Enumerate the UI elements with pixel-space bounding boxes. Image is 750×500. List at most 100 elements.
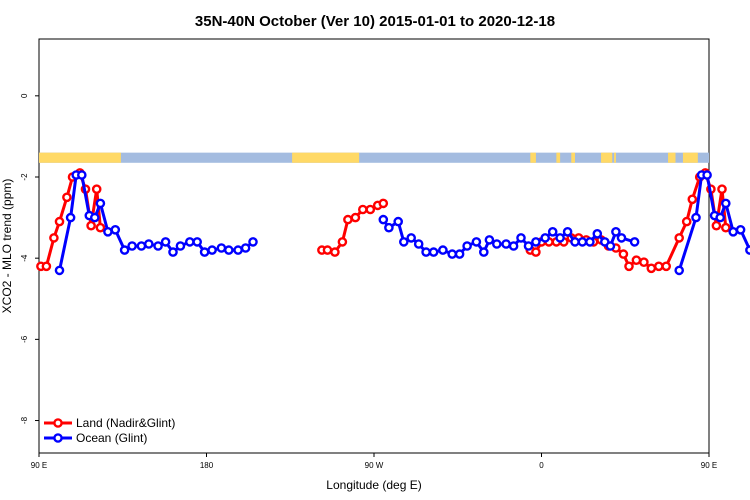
x-axis-label: Longitude (deg E) <box>326 478 421 492</box>
land-segment <box>556 152 561 163</box>
data-point <box>674 265 685 276</box>
data-point <box>192 237 202 247</box>
data-point <box>49 233 59 243</box>
data-point <box>95 198 106 209</box>
data-point <box>365 204 376 215</box>
data-point <box>393 216 404 227</box>
legend-item: Ocean (Glint) <box>44 431 147 445</box>
data-point <box>168 247 178 257</box>
legend-label: Land (Nadir&Glint) <box>76 416 175 430</box>
data-point <box>531 237 541 247</box>
data-point <box>616 233 627 243</box>
data-point <box>110 224 121 235</box>
data-point <box>629 237 640 247</box>
data-point <box>438 245 448 255</box>
series-ocean-glint- <box>54 170 750 276</box>
data-point <box>223 245 234 255</box>
data-point <box>384 222 394 233</box>
data-point <box>95 222 106 233</box>
data-point <box>702 170 712 180</box>
data-point <box>240 243 251 253</box>
data-point <box>501 239 511 249</box>
data-point <box>562 226 573 237</box>
data-point <box>728 226 739 237</box>
data-point <box>605 241 616 251</box>
data-point <box>65 212 76 223</box>
data-point <box>516 233 526 243</box>
data-point <box>691 212 701 223</box>
data-point <box>153 241 163 251</box>
land-segment <box>668 152 676 163</box>
data-point <box>378 214 389 225</box>
data-point <box>611 226 621 237</box>
y-axis-label: XCO2 - MLO trend (ppm) <box>0 179 14 314</box>
data-point <box>421 247 431 257</box>
data-point <box>661 261 672 272</box>
data-point <box>624 261 634 272</box>
data-point <box>406 233 417 243</box>
x-tick-label: 0 <box>539 461 544 470</box>
data-point <box>175 241 186 251</box>
data-point <box>687 194 698 205</box>
data-point <box>86 220 96 231</box>
land-segment <box>571 152 575 163</box>
data-point <box>577 237 588 247</box>
data-point <box>735 224 746 235</box>
legend-swatch-marker <box>53 433 63 443</box>
data-point <box>413 239 424 249</box>
y-tick-label: -6 <box>20 335 29 343</box>
data-point <box>184 237 195 247</box>
data-point <box>531 247 541 257</box>
data-point <box>745 245 750 255</box>
data-point <box>248 237 258 247</box>
data-point <box>143 239 154 249</box>
data-point <box>547 226 558 237</box>
data-point <box>618 249 629 259</box>
land-segment <box>530 152 536 163</box>
data-point <box>160 237 171 247</box>
y-tick-label: -2 <box>20 173 29 181</box>
land-segment <box>292 152 360 163</box>
data-point <box>484 235 495 245</box>
data-point <box>639 257 649 268</box>
data-point <box>343 214 353 225</box>
data-point <box>378 198 389 209</box>
data-point <box>77 170 87 180</box>
data-point <box>491 239 502 249</box>
land-mask-band <box>39 152 709 163</box>
data-point <box>199 247 210 257</box>
data-point <box>540 233 551 243</box>
data-point <box>127 241 137 251</box>
data-point <box>216 243 227 253</box>
data-point <box>350 212 361 223</box>
data-point <box>103 226 113 237</box>
data-point <box>646 263 657 274</box>
land-segment <box>601 152 613 163</box>
data-point <box>523 241 534 251</box>
data-point <box>90 212 100 223</box>
data-point <box>454 249 465 259</box>
data-point <box>62 192 72 203</box>
data-point <box>674 233 685 243</box>
y-tick-label: -8 <box>20 416 29 424</box>
data-point <box>322 245 333 255</box>
data-point <box>54 216 65 227</box>
data-point <box>462 241 472 251</box>
series-layer <box>36 168 750 276</box>
data-point <box>136 241 147 251</box>
x-tick-label: 180 <box>200 461 214 470</box>
legend-item: Land (Nadir&Glint) <box>44 416 175 430</box>
data-point <box>54 265 65 276</box>
data-point <box>570 237 580 247</box>
data-point <box>592 228 603 239</box>
legend-swatch-marker <box>53 418 63 428</box>
data-point <box>721 222 731 233</box>
data-point <box>478 247 489 257</box>
data-point <box>447 249 458 259</box>
data-point <box>711 220 722 231</box>
data-point <box>91 184 102 194</box>
ocean-band <box>39 152 709 163</box>
data-point <box>233 245 243 255</box>
x-tick-label: 90 E <box>701 461 717 470</box>
